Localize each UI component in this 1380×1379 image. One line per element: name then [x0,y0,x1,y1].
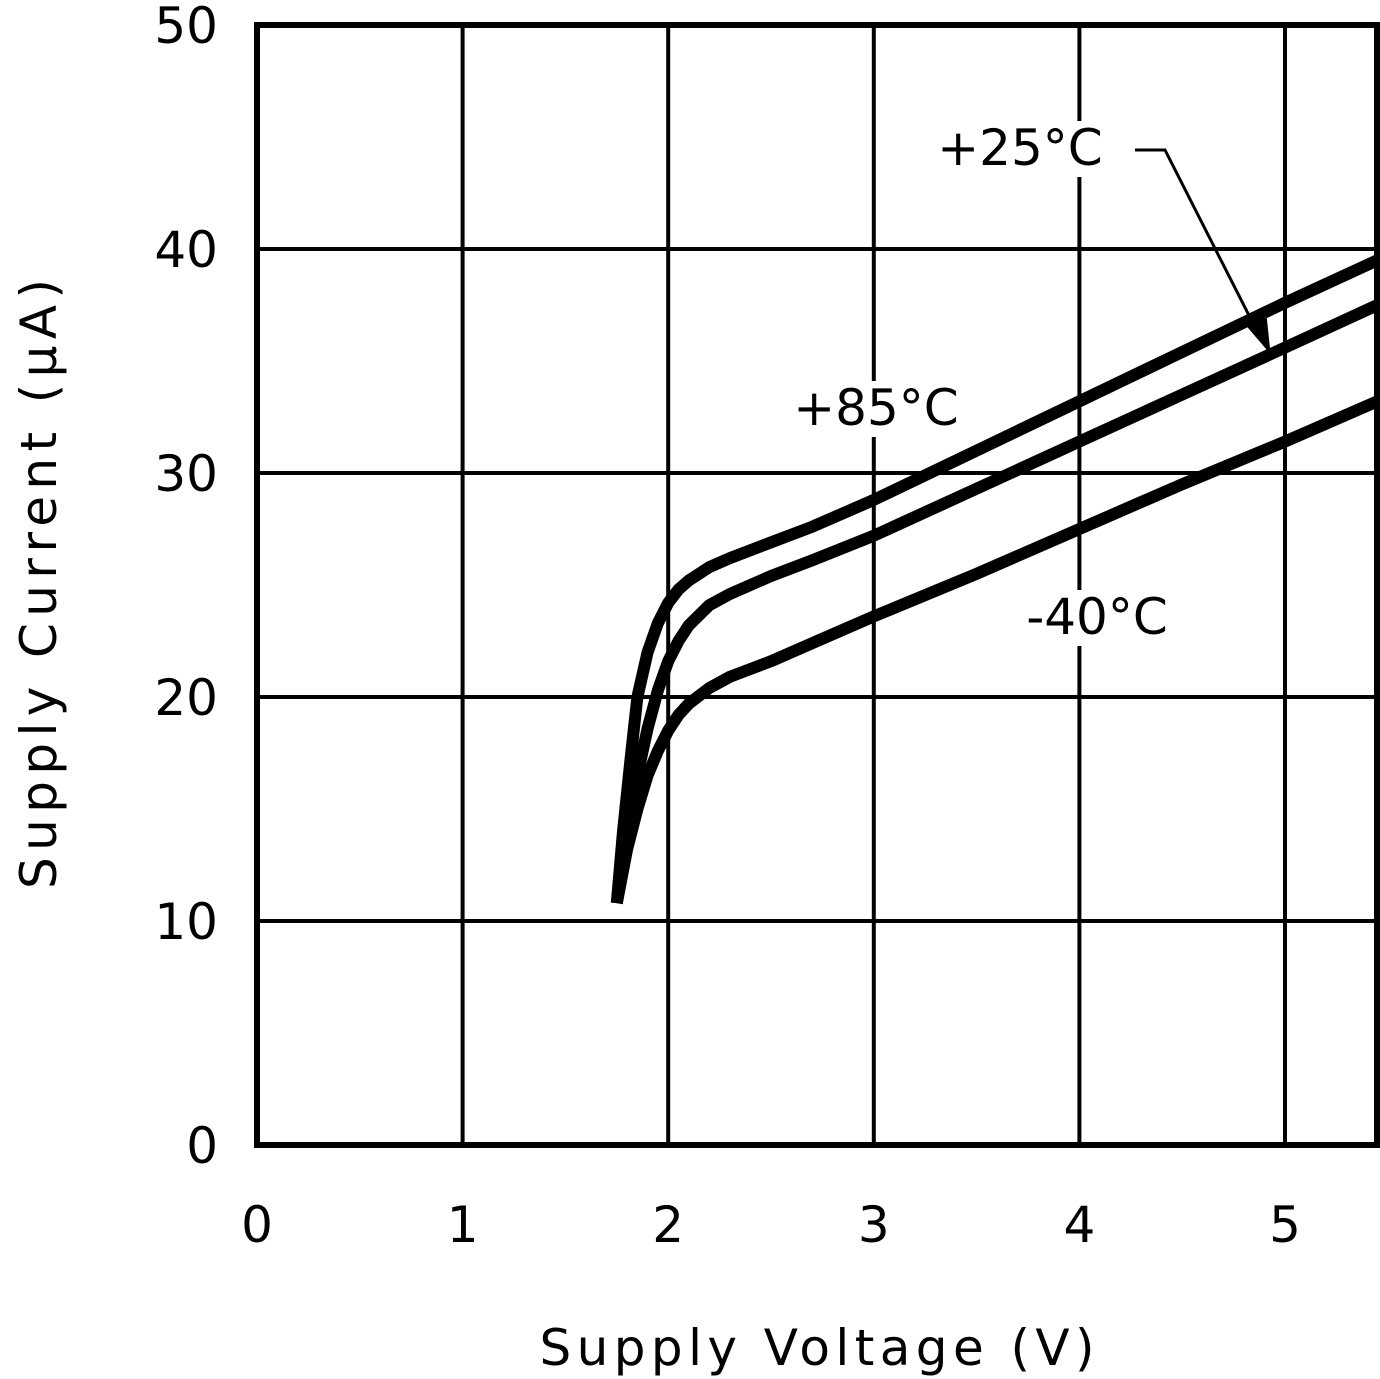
x-tick-label: 4 [1063,1196,1095,1254]
y-tick-label: 0 [186,1117,218,1175]
x-tick-label: 2 [652,1196,684,1254]
y-tick-label: 30 [154,445,218,503]
y-axis-title: Supply Current (μA) [10,279,68,889]
y-tick-label: 40 [154,221,218,279]
x-tick-labels: 0 1 2 3 4 5 [241,1196,1301,1254]
grid [257,25,1377,1145]
series-label-bg [776,381,976,437]
series-group [610,254,1380,905]
series-label: -40°C [1026,588,1168,646]
y-tick-labels: 0 10 20 30 40 50 [154,0,218,1175]
series-label: +85°C [793,379,958,437]
series-label-bg [920,121,1120,177]
y-tick-label: 20 [154,669,218,727]
x-tick-label: 1 [447,1196,479,1254]
series-label-bg [997,590,1197,646]
annotations: +25°C +85°C -40°C [776,119,1271,646]
x-tick-label: 0 [241,1196,273,1254]
annotation-arrowhead [1246,316,1271,355]
series-label: +25°C [937,119,1102,177]
series-line-plus85c [610,299,1380,904]
x-tick-label: 3 [858,1196,890,1254]
y-tick-label: 10 [154,893,218,951]
series-line-minus40c [610,395,1380,905]
plot-frame [254,22,1380,1148]
x-axis-title: Supply Voltage (V) [540,1319,1095,1377]
annotation-leader-line [1135,148,1262,339]
x-tick-label: 5 [1269,1196,1301,1254]
series-line-plus25c [610,254,1380,904]
y-tick-label: 50 [154,0,218,55]
